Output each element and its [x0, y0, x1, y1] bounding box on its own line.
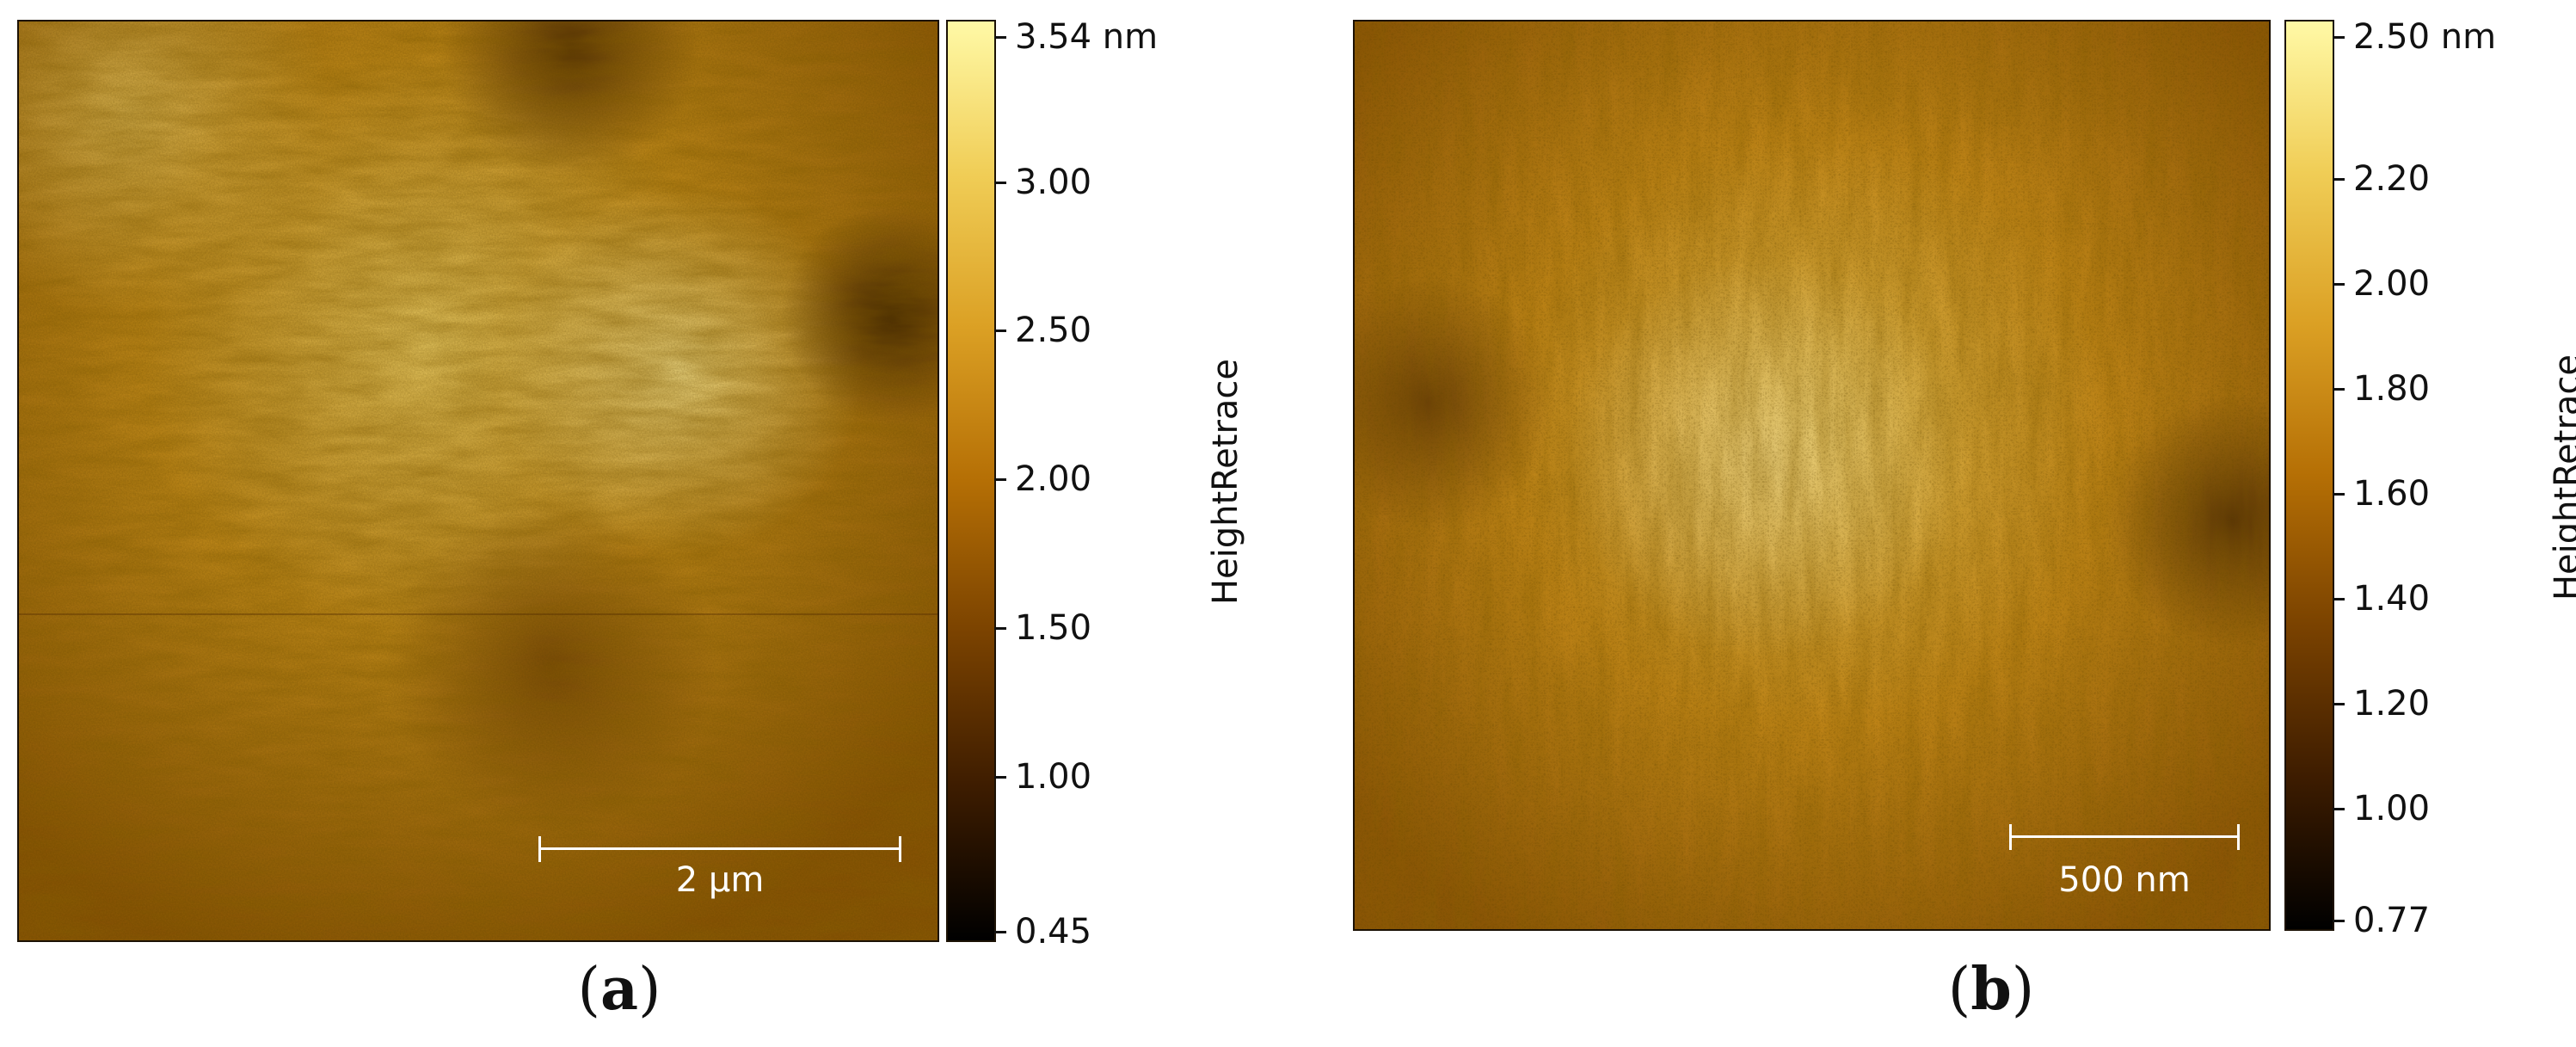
colorbar-tick-label: 1.50	[1015, 608, 1092, 649]
colorbar-tick-label: 1.20	[2353, 683, 2431, 724]
colorbar-tick	[2333, 36, 2345, 39]
colorbar-title-a: HeightRetrace	[1206, 358, 1245, 606]
colorbar-tick-label: 1.00	[2353, 788, 2431, 828]
scale-bar-label-a: 2 µm	[675, 860, 765, 900]
afm-terraces-texture-a	[19, 22, 938, 940]
colorbar-title-b: HeightRetrace	[2548, 354, 2576, 601]
scale-bar-label-b: 500 nm	[2058, 860, 2191, 900]
panel-b: 500 nm HeightRetrace (b) 2.50 nm 2.20 2.00…	[1316, 0, 2576, 1047]
scale-bar-a	[538, 836, 901, 862]
panel-a: 2 µm HeightRetrace (a) 3.54 nm 3.00 2.50 2.…	[0, 0, 1264, 1047]
colorbar-tick	[2333, 492, 2345, 496]
colorbar-tick-label: 0.45	[1015, 912, 1092, 952]
afm-height-image-b: 500 nm	[1355, 22, 2269, 929]
colorbar-tick	[2333, 920, 2345, 922]
colorbar-tick	[2333, 597, 2345, 600]
colorbar-tick	[994, 36, 1006, 39]
colorbar-tick-label: 2.20	[2353, 158, 2431, 199]
colorbar-tick	[994, 931, 1006, 933]
colorbar-tick	[994, 478, 1006, 482]
colorbar-tick	[2333, 702, 2345, 705]
colorbar-tick-label: 2.00	[2353, 263, 2431, 304]
caption-letter-a: a	[599, 955, 639, 1024]
colorbar-tick	[2333, 282, 2345, 286]
colorbar-tick	[994, 181, 1006, 184]
colorbar-tick	[2333, 387, 2345, 391]
afm-terraces-texture-b	[1355, 22, 2269, 929]
colorbar-b	[2286, 22, 2333, 929]
colorbar-tick-label: 1.40	[2353, 578, 2431, 619]
colorbar-tick-label: 1.00	[1015, 756, 1092, 797]
scale-bar-b	[2009, 824, 2240, 850]
colorbar-tick-label: 2.50 nm	[2353, 17, 2497, 57]
colorbar-tick-label: 0.77	[2353, 901, 2431, 940]
colorbar-tick-label: 1.80	[2353, 368, 2431, 409]
panel-caption-b: (b)	[1947, 955, 2035, 1024]
colorbar-tick	[2333, 807, 2345, 810]
colorbar-tick-label: 1.60	[2353, 473, 2431, 514]
caption-letter-b: b	[1970, 955, 2012, 1024]
colorbar-tick-label: 2.00	[1015, 459, 1092, 500]
colorbar-tick	[2333, 177, 2345, 181]
colorbar-tick	[994, 775, 1006, 779]
colorbar-tick-label: 3.00	[1015, 162, 1092, 202]
colorbar-tick-label: 2.50	[1015, 311, 1092, 351]
colorbar-tick-label: 3.54 nm	[1015, 17, 1159, 57]
panel-caption-a: (a)	[577, 955, 661, 1024]
colorbar-tick	[994, 329, 1006, 333]
colorbar-a	[948, 22, 994, 940]
colorbar-tick	[994, 627, 1006, 631]
afm-height-image-a: 2 µm	[19, 22, 938, 940]
